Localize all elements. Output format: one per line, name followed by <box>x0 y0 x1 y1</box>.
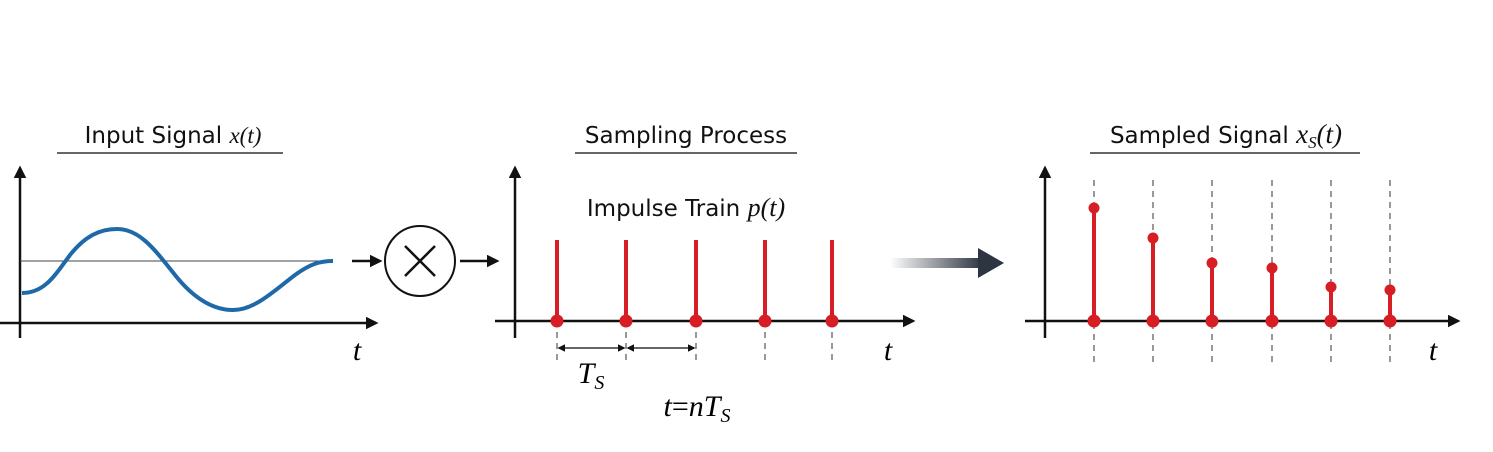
period-sub: S <box>594 372 604 394</box>
impulse-dot <box>689 314 703 328</box>
sample-base <box>1324 314 1338 328</box>
subtitle-label: Impulse Train <box>587 196 740 222</box>
panel-title: Sampled Signal xS(t) <box>1110 119 1342 152</box>
title-label: Input Signal <box>85 123 223 149</box>
sample-time-eq: = <box>672 390 689 423</box>
period-label: TS <box>578 357 605 394</box>
sample-top <box>1384 284 1396 296</box>
panel-title: Input Signal x(t) <box>85 123 262 149</box>
sample-time: t=nTS <box>664 390 731 427</box>
impulse-dot <box>758 314 772 328</box>
impulse-dot <box>550 314 564 328</box>
impulse-dot <box>619 314 633 328</box>
sample-time-sub: S <box>720 405 730 427</box>
sample-base <box>1383 314 1397 328</box>
impulse-dot <box>825 314 839 328</box>
title-sub: S <box>1308 133 1317 152</box>
sample-top <box>1206 257 1218 269</box>
title-symbol: x(t) <box>228 123 261 148</box>
sample-top <box>1266 262 1278 274</box>
sampled-signal <box>1087 180 1397 365</box>
multiply-sign <box>404 245 436 277</box>
impulse-train <box>550 240 839 365</box>
title-label: Sampled Signal <box>1110 123 1289 149</box>
sample-base <box>1205 314 1219 328</box>
axis-label: t <box>884 334 893 367</box>
title-arg: (t) <box>1317 119 1342 149</box>
transition-arrow <box>890 258 982 268</box>
sample-base <box>1087 314 1101 328</box>
sample-top <box>1088 202 1100 214</box>
sample-time-base: nT <box>689 390 723 423</box>
sample-base <box>1146 314 1160 328</box>
axis-label: t <box>353 334 362 367</box>
sample-base <box>1265 314 1279 328</box>
sample-top <box>1147 232 1159 244</box>
transition-arrowhead <box>978 248 1004 278</box>
subtitle: Impulse Train p(t) <box>587 193 785 222</box>
input-signal <box>21 226 334 313</box>
sample-time-lhs: t <box>664 390 673 423</box>
sample-top <box>1325 281 1337 293</box>
axis-label: t <box>1429 334 1438 367</box>
period-base: T <box>578 357 597 390</box>
subtitle-symbol: p(t) <box>746 193 786 222</box>
panel-title: Sampling Process <box>585 123 787 149</box>
title-base: x <box>1295 119 1308 149</box>
